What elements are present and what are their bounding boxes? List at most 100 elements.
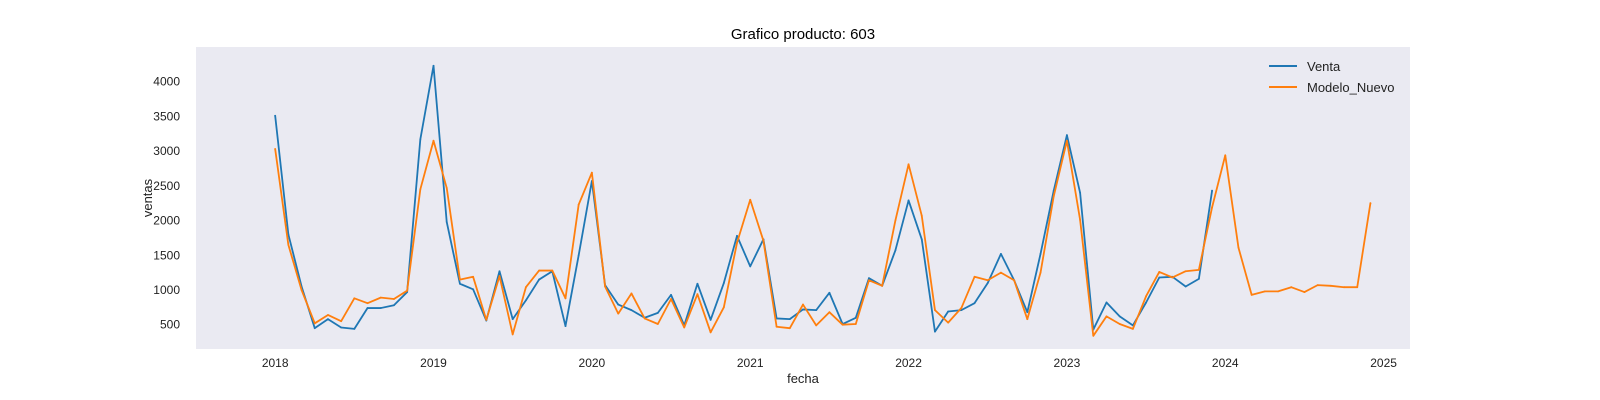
data-point-modelo-nuevo: [907, 163, 910, 166]
y-axis: 500 1000 1500 2000 2500 3000 3500 4000: [153, 75, 180, 332]
plot-area: [196, 47, 1410, 349]
x-tick-label: 2024: [1212, 356, 1239, 370]
data-point-venta: [947, 310, 950, 313]
data-point-modelo-nuevo: [524, 286, 527, 289]
data-point-modelo-nuevo: [762, 239, 765, 242]
data-point-modelo-nuevo: [511, 333, 514, 336]
series-modelo-nuevo: [274, 139, 1372, 337]
data-point-modelo-nuevo: [340, 320, 343, 323]
data-point-modelo-nuevo: [287, 243, 290, 246]
data-point-modelo-nuevo: [1224, 154, 1227, 157]
data-point-venta: [1026, 311, 1029, 314]
y-tick-label: 2000: [153, 214, 180, 228]
data-point-modelo-nuevo: [1145, 295, 1147, 298]
data-point-modelo-nuevo: [960, 307, 963, 309]
data-point-modelo-nuevo: [1026, 318, 1029, 321]
legend-label: Venta: [1307, 59, 1341, 74]
data-point-modelo-nuevo: [1105, 315, 1108, 318]
data-point-modelo-nuevo: [1118, 323, 1121, 325]
data-point-modelo-nuevo: [617, 312, 620, 315]
data-point-venta: [498, 270, 501, 273]
x-axis-label: fecha: [787, 371, 820, 386]
data-point-modelo-nuevo: [564, 297, 567, 300]
data-point-venta: [709, 318, 712, 321]
data-point-modelo-nuevo: [722, 306, 725, 309]
data-point-modelo-nuevo: [472, 275, 475, 278]
data-point-venta: [274, 114, 277, 117]
data-point-modelo-nuevo: [1290, 286, 1293, 289]
data-point-modelo-nuevo: [696, 293, 699, 296]
data-point-venta: [432, 64, 435, 67]
data-point-modelo-nuevo: [1329, 284, 1332, 287]
data-point-venta: [986, 282, 989, 284]
series-line-venta: [274, 64, 1213, 333]
data-point-venta: [1145, 301, 1147, 304]
data-point-venta: [894, 249, 897, 252]
data-point-venta: [973, 302, 976, 305]
y-tick-label: 500: [160, 318, 180, 332]
data-point-modelo-nuevo: [1171, 276, 1174, 279]
data-point-venta: [1211, 189, 1213, 192]
data-point-venta: [419, 138, 422, 141]
data-point-modelo-nuevo: [828, 311, 831, 314]
y-tick-label: 1500: [153, 248, 180, 262]
x-tick-label: 2025: [1370, 356, 1397, 370]
series-line-modelo-nuevo: [274, 139, 1372, 337]
data-point-modelo-nuevo: [1039, 271, 1042, 274]
data-point-venta: [1066, 134, 1068, 137]
data-point-modelo-nuevo: [934, 309, 936, 312]
x-tick-label: 2018: [262, 356, 289, 370]
series-venta: [274, 64, 1213, 333]
data-point-venta: [379, 307, 382, 309]
data-point-modelo-nuevo: [459, 278, 461, 281]
data-point-venta: [934, 330, 936, 333]
data-point-venta: [907, 199, 910, 202]
data-point-modelo-nuevo: [551, 269, 554, 272]
data-point-modelo-nuevo: [709, 331, 712, 334]
x-axis: 2018 2019 2020 2021 2022 2023 2024 2025: [262, 356, 1397, 370]
data-point-venta: [670, 293, 672, 296]
data-point-venta: [340, 326, 343, 329]
data-point-venta: [828, 291, 831, 294]
data-point-venta: [445, 221, 448, 223]
data-point-modelo-nuevo: [313, 322, 316, 325]
data-point-modelo-nuevo: [1131, 327, 1134, 330]
data-point-modelo-nuevo: [736, 241, 738, 244]
data-point-modelo-nuevo: [894, 219, 897, 222]
data-point-modelo-nuevo: [881, 284, 884, 287]
data-point-modelo-nuevo: [802, 303, 804, 306]
data-point-modelo-nuevo: [353, 297, 356, 300]
data-point-venta: [313, 327, 316, 330]
data-point-venta: [868, 277, 870, 280]
y-tick-label: 4000: [153, 75, 180, 89]
data-point-venta: [656, 312, 659, 314]
data-point-modelo-nuevo: [788, 327, 791, 330]
data-point-modelo-nuevo: [1263, 290, 1266, 293]
data-point-venta: [722, 282, 725, 284]
data-point-modelo-nuevo: [1303, 291, 1306, 293]
data-point-venta: [524, 299, 527, 302]
data-point-venta: [538, 278, 540, 281]
data-point-venta: [920, 238, 923, 241]
data-point-venta: [353, 327, 356, 330]
data-point-venta: [749, 265, 752, 268]
data-point-venta: [366, 307, 369, 309]
data-point-modelo-nuevo: [393, 298, 395, 300]
y-axis-label: ventas: [140, 178, 155, 217]
data-point-modelo-nuevo: [854, 323, 857, 325]
series-layer: [274, 64, 1372, 337]
data-point-modelo-nuevo: [1197, 268, 1200, 271]
data-point-modelo-nuevo: [1079, 218, 1082, 221]
data-point-modelo-nuevo: [815, 324, 818, 327]
data-point-venta: [736, 234, 738, 237]
data-point-modelo-nuevo: [643, 317, 646, 320]
data-point-modelo-nuevo: [986, 279, 989, 282]
data-point-venta: [802, 308, 804, 311]
data-point-modelo-nuevo: [577, 203, 580, 206]
data-point-venta: [815, 309, 818, 312]
data-point-modelo-nuevo: [406, 289, 409, 292]
data-point-venta: [577, 254, 580, 257]
data-point-venta: [1118, 315, 1121, 318]
data-point-venta: [617, 303, 620, 306]
